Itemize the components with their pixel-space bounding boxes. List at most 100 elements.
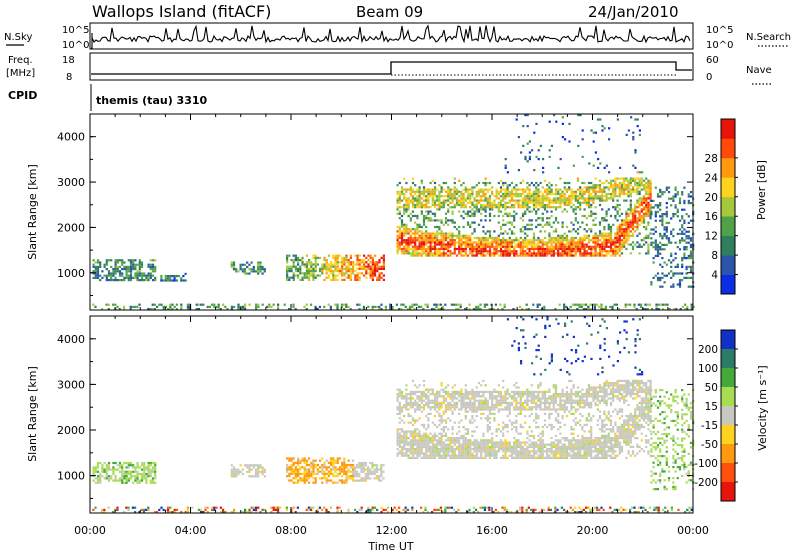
heatmap-cell [418,186,421,189]
heatmap-cell [376,305,379,308]
heatmap-cell [598,197,602,200]
heatmap-cell [125,470,128,473]
heatmap-cell [422,308,425,311]
heatmap-cell [352,477,355,480]
heatmap-cell [316,472,319,475]
heatmap-cell [594,195,597,198]
heatmap-cell [380,267,383,270]
heatmap-cell [612,254,615,257]
heatmap-cell [237,270,240,273]
heatmap-cell [323,278,326,281]
heatmap-cell [598,230,602,233]
heatmap-cell [129,274,133,277]
heatmap-cell [358,267,361,270]
heatmap-cell [103,470,106,473]
heatmap-cell [482,254,485,257]
heatmap-cell [429,190,432,193]
heatmap-cell [638,190,641,193]
heatmap-cell [442,456,445,459]
heatmap-cell [631,210,635,213]
heatmap-cell [603,166,606,169]
heatmap-cell [618,186,621,189]
heatmap-cell [620,219,624,222]
heatmap-cell [255,303,258,306]
heatmap-cell [299,270,302,273]
heatmap-cell [407,247,410,251]
heatmap-cell [521,199,525,202]
heatmap-cell [140,265,144,268]
heatmap-cell [447,188,450,191]
heatmap-cell [312,470,315,473]
heatmap-cell [140,472,144,476]
heatmap-cell [497,239,500,242]
heatmap-cell [330,461,333,464]
heatmap-cell [160,506,163,509]
heatmap-cell [400,192,404,196]
heatmap-cell [552,247,555,251]
heatmap-cell [627,219,630,222]
heatmap-cell [396,245,399,248]
heatmap-cell [541,201,544,204]
heatmap-cell [297,481,300,484]
heatmap-cell [599,118,602,121]
heatmap-cell [343,464,346,467]
heatmap-cell [464,252,467,255]
heatmap-cell [442,308,445,311]
heatmap-cell [347,261,350,264]
heatmap-cell [620,252,624,255]
heatmap-cell [577,144,580,147]
heatmap-cell [96,270,100,273]
heatmap-cell [543,241,547,244]
heatmap-cell [447,241,450,244]
heatmap-cell [230,263,233,266]
heatmap-cell [367,468,370,471]
heatmap-cell [358,263,361,266]
heatmap-cell [217,305,220,308]
heatmap-cell [425,439,428,442]
heatmap-cell [347,508,350,511]
heatmap-cell [325,267,328,270]
heatmap-cell [502,243,505,246]
heatmap-cell [418,195,421,198]
heatmap-cell [683,254,686,257]
heatmap-cell [222,303,225,306]
heatmap-cell [576,232,580,235]
heatmap-cell [572,241,575,244]
heatmap-cell [539,230,542,233]
heatmap-cell [396,243,399,246]
heatmap-cell [663,213,666,216]
heatmap-cell [367,472,370,476]
heatmap-cell [541,192,544,196]
heatmap-cell [649,197,652,200]
heatmap-cell [239,263,242,266]
heatmap-cell [409,305,412,308]
heatmap-cell [464,250,467,253]
heatmap-cell [444,243,448,246]
heatmap-cell [508,252,511,255]
heatmap-cell [186,308,189,311]
heatmap-cell [526,252,529,255]
heatmap-cell [620,188,624,191]
heatmap-cell [149,274,152,277]
heatmap-cell [607,234,610,237]
heatmap-cell [504,250,507,253]
heatmap-cell [416,232,419,235]
heatmap-cell [634,190,637,193]
date-title: 24/Jan/2010 [588,3,679,21]
heatmap-cell [479,303,482,306]
y-tick-label: 4000 [57,131,85,144]
heatmap-cell [204,506,207,509]
heatmap-cell [431,439,434,442]
heatmap-cell [107,468,111,471]
heatmap-cell [294,477,297,480]
heatmap-cell [543,188,547,191]
heatmap-cell [508,511,511,514]
heatmap-cell [400,190,404,193]
heatmap-cell [690,303,693,306]
heatmap-cell [356,256,359,259]
heatmap-cell [403,195,406,198]
heatmap-cell [464,203,467,207]
heatmap-cell [512,308,515,311]
heatmap-cell [650,213,653,216]
heatmap-cell [257,303,260,306]
